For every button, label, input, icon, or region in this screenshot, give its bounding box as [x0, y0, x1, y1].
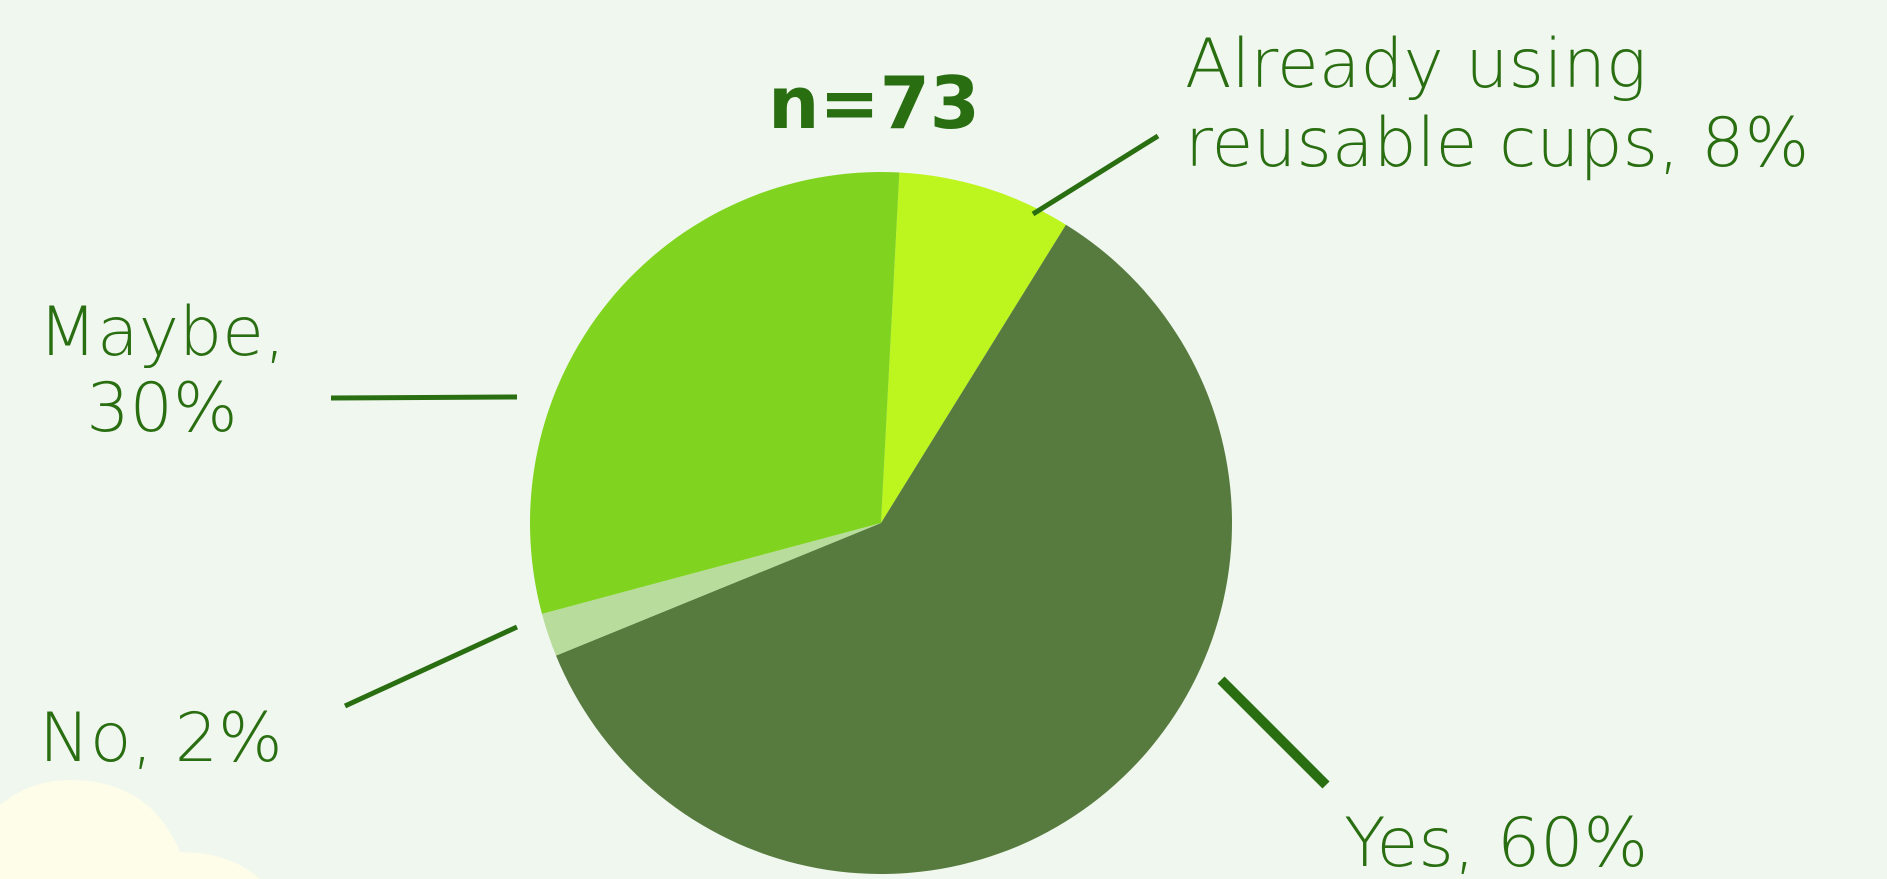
slice-label: 30% [86, 369, 237, 448]
chart-title: n=73 [768, 61, 980, 145]
slice-label: Maybe, [38, 293, 285, 372]
slice-label: Already using [1185, 25, 1647, 104]
chart: n=73 Already using reusable cups, 8% Yes… [0, 0, 1887, 879]
slice-label: reusable cups, 8% [1185, 104, 1809, 183]
slice-label: No, 2% [39, 699, 283, 778]
leader-line [331, 397, 517, 398]
pie [530, 172, 1232, 874]
slice-label: Yes, 60% [1344, 804, 1648, 879]
